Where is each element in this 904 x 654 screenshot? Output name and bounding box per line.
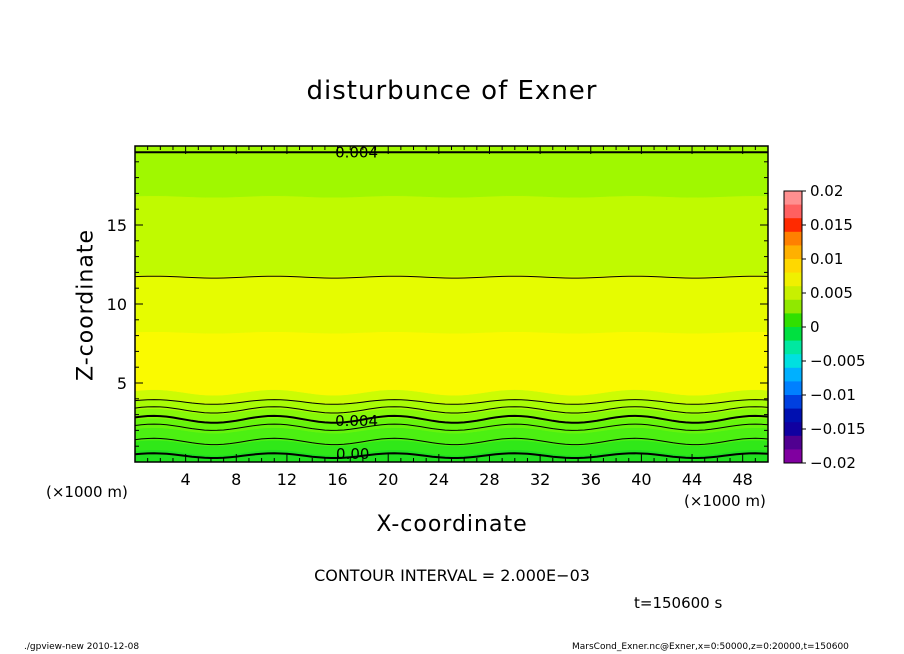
x-axis: 4 8 12 16 20 24 28 32 36 40 44 48: [147, 146, 756, 489]
colorbar-swatch: [784, 422, 802, 437]
colorbar-swatch: [784, 327, 802, 342]
colorbar-tick-label: −0.02: [810, 454, 856, 472]
footer-left: ./gpview-new 2010-12-08: [24, 642, 140, 652]
y-axis-label: Z-coordinate: [73, 229, 99, 381]
x-tick-label: 20: [378, 470, 398, 489]
contour-line: [134, 399, 769, 405]
colorbar-tick-label: 0.015: [810, 216, 853, 234]
x-tick-label: 48: [733, 470, 753, 489]
colorbar-swatch: [784, 286, 802, 301]
y-axis: 5 10 15: [107, 161, 768, 447]
colorbar-tick-label: −0.01: [810, 386, 856, 404]
contour-label: 0.004: [335, 412, 378, 430]
x-tick-label: 8: [231, 470, 241, 489]
contour-line: [134, 414, 769, 424]
x-unit-label-right: (×1000 m): [684, 492, 766, 510]
footer-right: MarsCond_Exner.nc@Exner,x=0:50000,z=0:20…: [572, 642, 849, 652]
time-label: t=150600 s: [634, 594, 723, 612]
x-tick-label: 40: [631, 470, 651, 489]
colorbar-tick-label: 0: [810, 318, 820, 336]
colorbar-swatch: [784, 231, 802, 246]
colorbar-tick-label: −0.005: [810, 352, 866, 370]
x-tick-label: 12: [277, 470, 297, 489]
contour-label: 0.004: [335, 143, 378, 161]
colorbar-swatch: [784, 259, 802, 274]
chart-title: disturbunce of Exner: [306, 76, 598, 106]
x-axis-label: X-coordinate: [376, 512, 528, 537]
colorbar-swatch: [784, 299, 802, 314]
y-tick-label: 5: [117, 374, 127, 393]
y-tick-label: 15: [107, 216, 127, 235]
x-tick-label: 32: [530, 470, 550, 489]
colorbar-swatch: [784, 191, 802, 206]
x-tick-label: 24: [429, 470, 449, 489]
colorbar-swatch: [784, 435, 802, 450]
colorbar-swatch: [784, 245, 802, 260]
colorbar-tick-label: −0.015: [810, 420, 866, 438]
contour-lines: [134, 151, 769, 459]
colorbar-swatch: [784, 340, 802, 355]
colorbar-tick-label: 0.02: [810, 182, 843, 200]
contour-interval-label: CONTOUR INTERVAL = 2.000E−03: [314, 566, 590, 585]
contour-label: 0.00: [336, 445, 369, 463]
contour-band: [134, 331, 769, 396]
contour-band: [134, 274, 769, 334]
colorbar-swatch: [784, 272, 802, 287]
colorbar-swatch: [784, 204, 802, 219]
contour-labels: 0.004 0.004 0.00: [335, 143, 378, 463]
x-tick-label: 44: [682, 470, 702, 489]
colorbar-swatch: [784, 367, 802, 382]
colorbar-swatch: [784, 449, 802, 464]
contour-band: [134, 145, 769, 198]
colorbar: 0.02 0.015 0.01 0.005 0 −0.005 −0.01 −0.015 −0.0…: [783, 182, 866, 472]
x-tick-label: 4: [181, 470, 191, 489]
contour-fill: [134, 145, 769, 463]
contour-line: [134, 275, 769, 279]
x-tick-label: 28: [479, 470, 499, 489]
colorbar-swatch: [784, 313, 802, 328]
colorbar-swatch: [784, 395, 802, 410]
colorbar-swatch: [784, 354, 802, 369]
contour-line: [134, 423, 769, 431]
x-tick-label: 16: [327, 470, 347, 489]
colorbar-tick-label: 0.005: [810, 284, 853, 302]
x-unit-label-left: (×1000 m): [46, 483, 128, 501]
contour-line: [134, 406, 769, 414]
colorbar-swatch: [784, 381, 802, 396]
colorbar-swatch: [784, 408, 802, 423]
colorbar-tick-label: 0.01: [810, 250, 843, 268]
colorbar-swatch: [784, 218, 802, 233]
y-tick-label: 10: [107, 295, 127, 314]
contour-band: [134, 195, 769, 277]
x-tick-label: 36: [581, 470, 601, 489]
contour-line: [134, 437, 769, 446]
